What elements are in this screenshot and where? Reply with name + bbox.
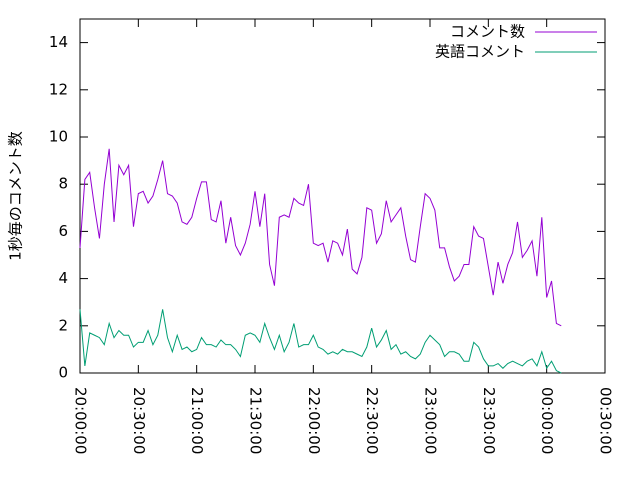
- y-tick-label: 2: [58, 316, 68, 334]
- x-tick-label: 20:30:00: [130, 387, 148, 454]
- x-tick-label: 21:30:00: [247, 387, 265, 454]
- x-tick-label: 00:00:00: [538, 387, 556, 454]
- series-line: [79, 309, 562, 374]
- y-axis-label: 1秒毎のコメント数: [7, 131, 25, 261]
- x-tick-label: 00:30:00: [597, 387, 615, 454]
- x-tick-label: 23:00:00: [422, 387, 440, 454]
- x-tick-label: 20:00:00: [72, 387, 90, 454]
- y-tick-label: 12: [49, 80, 68, 98]
- legend-label: コメント数: [450, 23, 525, 41]
- x-tick-label: 22:00:00: [305, 387, 323, 454]
- x-tick-label: 23:30:00: [480, 387, 498, 454]
- plot-frame: [79, 18, 606, 374]
- y-tick-label: 14: [49, 33, 68, 51]
- y-tick-label: 10: [49, 128, 68, 146]
- y-tick-label: 0: [58, 364, 68, 382]
- y-tick-label: 6: [58, 222, 68, 240]
- series-line: [79, 148, 562, 327]
- x-tick-label: 22:30:00: [363, 387, 381, 454]
- x-tick-label: 21:00:00: [188, 387, 206, 454]
- y-tick-label: 4: [58, 269, 68, 287]
- y-tick-label: 8: [58, 175, 68, 193]
- legend-label: 英語コメント: [435, 43, 525, 61]
